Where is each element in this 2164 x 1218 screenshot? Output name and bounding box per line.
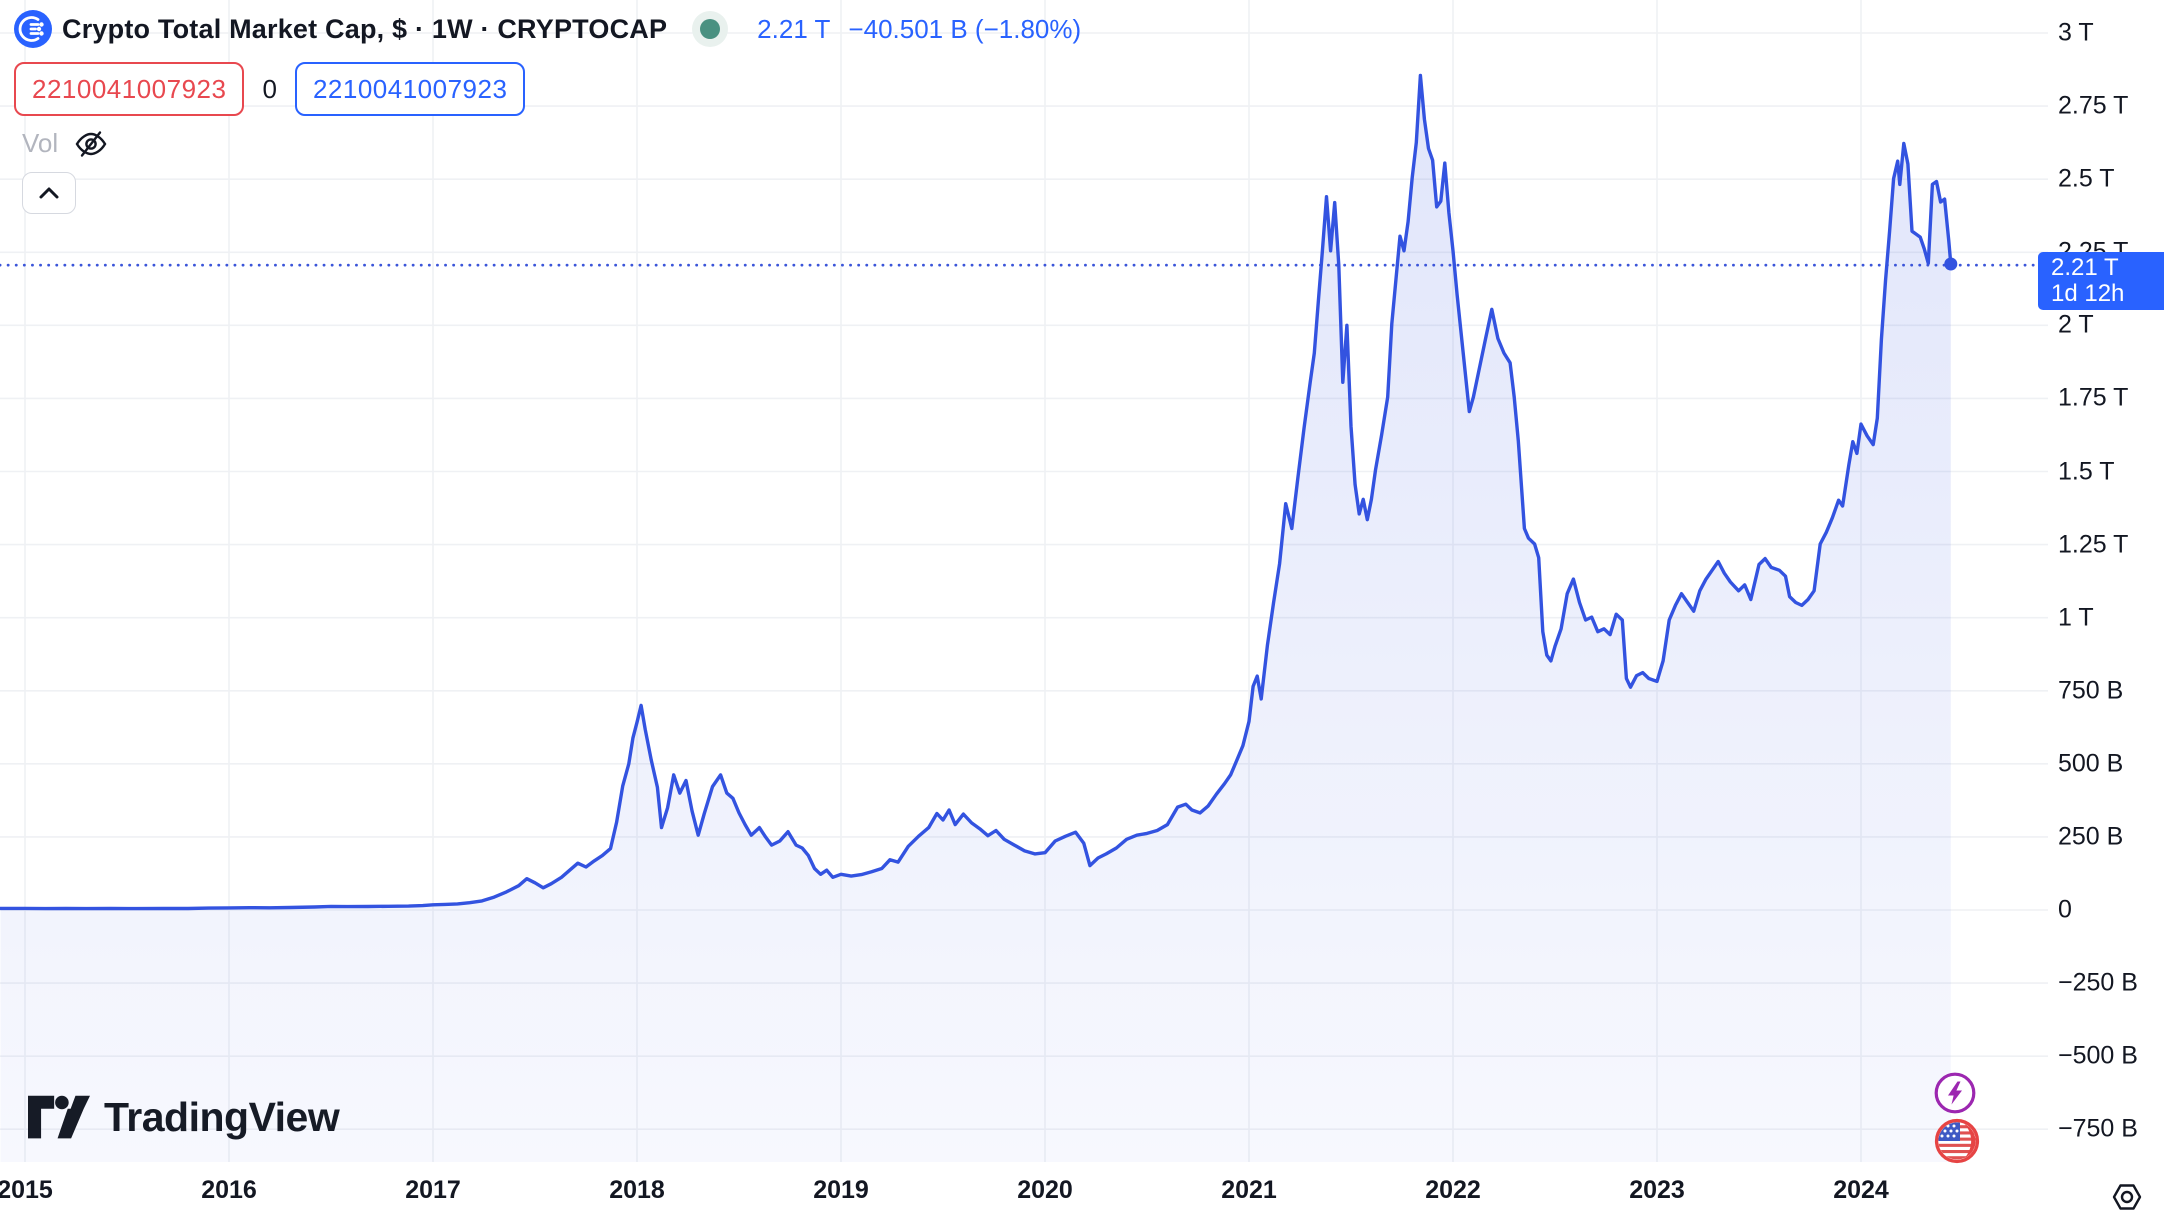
value-box-close: 2210041007923 [294, 62, 526, 116]
gear-icon[interactable] [2110, 1180, 2144, 1214]
legend-values-row: 2210041007923 0 2210041007923 [14, 62, 526, 116]
chevron-up-icon [39, 187, 59, 199]
value-box-open: 2210041007923 [14, 62, 245, 116]
time-scale[interactable]: 2015 2016 2017 2018 2019 2020 2021 2022 2023 2024 [0, 1162, 2164, 1218]
x-axis-label: 2015 [0, 1176, 53, 1204]
symbol-title[interactable]: Crypto Total Market Cap, $ · 1W · CRYPTO… [62, 13, 668, 44]
x-axis-label: 2024 [1833, 1176, 1889, 1204]
volume-legend-row: Vol [22, 128, 108, 159]
vol-label: Vol [22, 128, 59, 158]
collapse-legend-button[interactable] [22, 172, 76, 214]
price-line [0, 73, 1953, 911]
x-axis-label: 2020 [1017, 1176, 1073, 1204]
tradingview-logo[interactable]: TradingView [28, 1094, 340, 1141]
tradingview-wordmark: TradingView [104, 1094, 340, 1140]
value-mid: 0 [262, 73, 277, 104]
x-axis-label: 2019 [813, 1176, 869, 1204]
symbol-logo-icon[interactable] [14, 10, 52, 48]
last-price-label: 2.21 T 1d 12h [2038, 252, 2164, 311]
bar-close-countdown: 1d 12h [2051, 280, 2125, 308]
market-status-dot-icon[interactable] [691, 10, 729, 48]
area-fill [0, 75, 1951, 1162]
chart-legend: Crypto Total Market Cap, $ · 1W · CRYPTO… [14, 10, 1081, 48]
x-axis-label: 2023 [1629, 1176, 1685, 1204]
us-flag-icon[interactable] [1933, 1117, 1981, 1165]
lightning-circle-icon[interactable] [1933, 1071, 1977, 1115]
price-change-readout: 2.21 T −40.501 B (−1.80%) [757, 14, 1081, 45]
x-axis-label: 2017 [405, 1176, 461, 1204]
change-text: −40.501 B (−1.80%) [848, 13, 1082, 44]
last-value-text: 2.21 T [757, 13, 831, 44]
x-axis-label: 2021 [1221, 1176, 1277, 1204]
last-price-dot [1944, 257, 1958, 271]
x-axis-label: 2018 [609, 1176, 665, 1204]
x-axis-label: 2016 [201, 1176, 257, 1204]
last-price-value: 2.21 T [2051, 254, 2119, 282]
eye-off-icon[interactable] [74, 129, 108, 159]
tradingview-mark-icon [28, 1095, 90, 1138]
x-axis-label: 2022 [1425, 1176, 1481, 1204]
